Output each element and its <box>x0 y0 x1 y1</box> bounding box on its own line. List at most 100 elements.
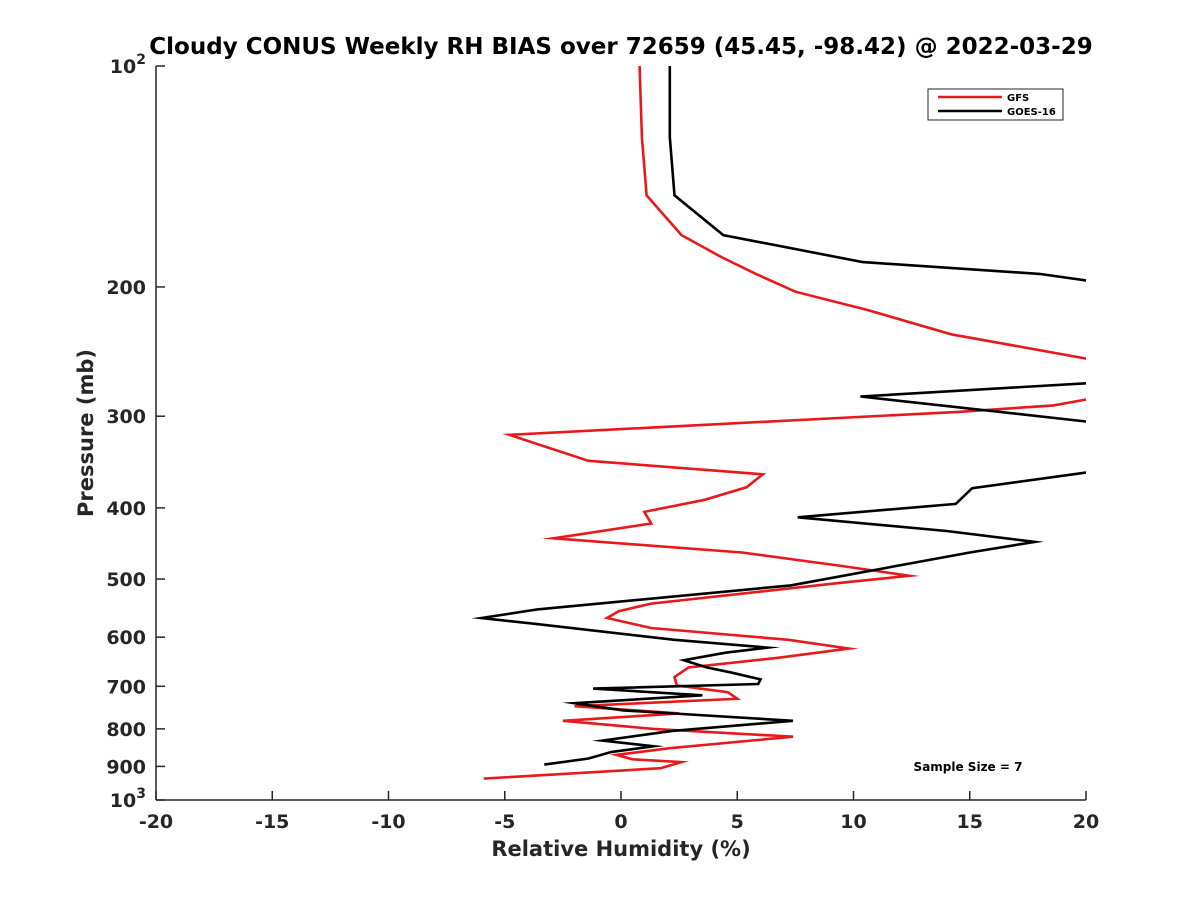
y-tick-label: 500 <box>106 569 146 591</box>
data-point <box>688 667 689 668</box>
data-point <box>702 695 703 696</box>
data-point <box>653 746 654 747</box>
data-point <box>860 396 861 397</box>
data-point <box>1097 382 1098 383</box>
data-point <box>951 334 952 335</box>
data-point <box>737 698 738 699</box>
data-point <box>683 660 684 661</box>
data-point <box>1132 286 1133 287</box>
data-point <box>958 411 959 412</box>
data-point <box>946 530 947 531</box>
data-point <box>537 609 538 610</box>
x-axis-label: Relative Humidity (%) <box>491 837 750 861</box>
data-point <box>574 703 575 704</box>
x-tick-label: 0 <box>614 811 627 833</box>
data-point <box>867 309 868 310</box>
data-point <box>972 488 973 489</box>
y-tick-label: 600 <box>106 627 146 649</box>
x-tick-label: 5 <box>731 811 744 833</box>
data-point <box>790 585 791 586</box>
data-point <box>606 617 607 618</box>
data-point <box>481 617 482 618</box>
x-tick-label: 20 <box>1073 811 1099 833</box>
data-point <box>644 511 645 512</box>
data-point <box>1034 541 1035 542</box>
data-point <box>669 65 670 66</box>
data-point <box>755 273 756 274</box>
data-point <box>588 460 589 461</box>
data-point <box>788 639 789 640</box>
data-point <box>862 262 863 263</box>
data-point <box>532 623 533 624</box>
data-point <box>758 683 759 684</box>
data-point <box>553 538 554 539</box>
data-point <box>741 552 742 553</box>
data-point <box>509 434 510 435</box>
data-point <box>623 710 624 711</box>
y-tick-label: 200 <box>106 277 146 299</box>
data-point <box>909 575 910 576</box>
data-point <box>618 611 619 612</box>
data-point <box>660 768 661 769</box>
data-point <box>639 65 640 66</box>
data-point <box>746 487 747 488</box>
x-tick-label: 15 <box>957 811 983 833</box>
y-axis-label: Pressure (mb) <box>74 349 98 517</box>
y-tick-label: 900 <box>106 756 146 778</box>
data-point <box>593 688 594 689</box>
data-point <box>674 639 675 640</box>
data-point <box>1167 384 1168 385</box>
data-point <box>646 195 647 196</box>
data-point <box>681 762 682 763</box>
legend-box <box>927 88 1064 121</box>
data-point <box>1144 372 1145 373</box>
data-point <box>616 754 617 755</box>
data-point <box>706 667 707 668</box>
data-point <box>760 679 761 680</box>
data-point <box>846 582 847 583</box>
data-point <box>725 652 726 653</box>
y-tick-label: 103 <box>110 786 146 812</box>
data-point <box>602 740 603 741</box>
data-point <box>588 758 589 759</box>
data-point <box>795 291 796 292</box>
data-point <box>483 778 484 779</box>
data-point <box>669 137 670 138</box>
data-point <box>653 728 654 729</box>
data-point <box>651 627 652 628</box>
data-point <box>762 474 763 475</box>
data-point <box>544 764 545 765</box>
chart-title: Cloudy CONUS Weekly RH BIAS over 72659 (… <box>149 34 1092 60</box>
data-point <box>955 503 956 504</box>
series-line-goes-16 <box>471 66 1086 766</box>
data-point <box>672 730 673 731</box>
data-point <box>641 137 642 138</box>
y-tick-label: 700 <box>106 676 146 698</box>
data-point <box>720 256 721 257</box>
data-point <box>727 692 728 693</box>
data-point <box>674 195 675 196</box>
data-point <box>1053 405 1054 406</box>
x-tick-label: -10 <box>371 811 405 833</box>
data-point <box>562 720 563 721</box>
y-tick-label: 400 <box>106 498 146 520</box>
data-point <box>797 517 798 518</box>
data-point <box>651 523 652 524</box>
data-point <box>841 565 842 566</box>
series-line-gfs <box>483 66 1086 780</box>
y-tick-label: 102 <box>110 52 146 78</box>
x-tick-label: 10 <box>840 811 866 833</box>
data-point <box>969 552 970 553</box>
data-point <box>792 736 793 737</box>
x-tick-label: -5 <box>494 811 515 833</box>
data-point <box>1085 421 1086 422</box>
data-point <box>632 759 633 760</box>
data-point <box>1097 360 1098 361</box>
legend: GFS GOES-16 <box>927 88 1064 121</box>
data-point <box>730 672 731 673</box>
data-point <box>792 720 793 721</box>
legend-label-gfs: GFS <box>1007 93 1029 104</box>
sample-size-annotation: Sample Size = 7 <box>914 760 1023 774</box>
data-point <box>574 706 575 707</box>
y-axis-ticks: 102 200 300 400 500 600 700 800 900 103 <box>106 52 165 812</box>
